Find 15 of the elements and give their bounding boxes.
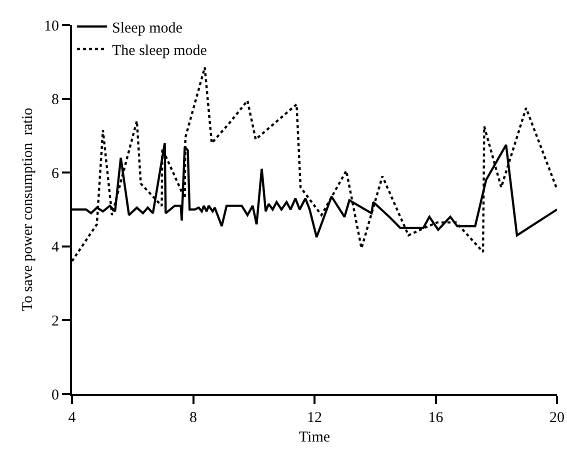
x-axis-title: Time (298, 430, 330, 446)
x-tick-label: 20 (550, 410, 564, 426)
y-tick-label: 8 (52, 92, 59, 108)
y-tick-label: 10 (44, 18, 59, 34)
y-tick-label: 2 (52, 313, 59, 330)
y-tick-label: 0 (52, 387, 59, 404)
y-axis-title: To save power consumption ratio (20, 108, 36, 312)
legend-label: Sleep mode (112, 20, 183, 36)
y-tick-label: 4 (52, 240, 60, 256)
x-tick-label: 8 (190, 410, 197, 426)
y-tick-label: 6 (52, 166, 60, 182)
x-tick-label: 4 (68, 410, 76, 426)
x-tick-label: 16 (428, 410, 444, 426)
x-tick-label: 12 (307, 410, 322, 426)
legend-label: The sleep mode (112, 42, 208, 59)
